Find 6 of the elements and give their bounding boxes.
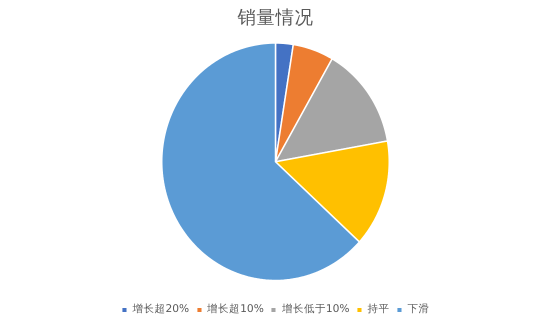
legend-label: 增长超10% [207, 302, 264, 316]
legend-label: 持平 [368, 302, 390, 316]
legend-label: 下滑 [408, 302, 430, 316]
chart-title: 销量情况 [236, 8, 314, 28]
legend-label: 增长超20% [132, 302, 190, 316]
legend-label: 增长低于10% [282, 302, 350, 316]
